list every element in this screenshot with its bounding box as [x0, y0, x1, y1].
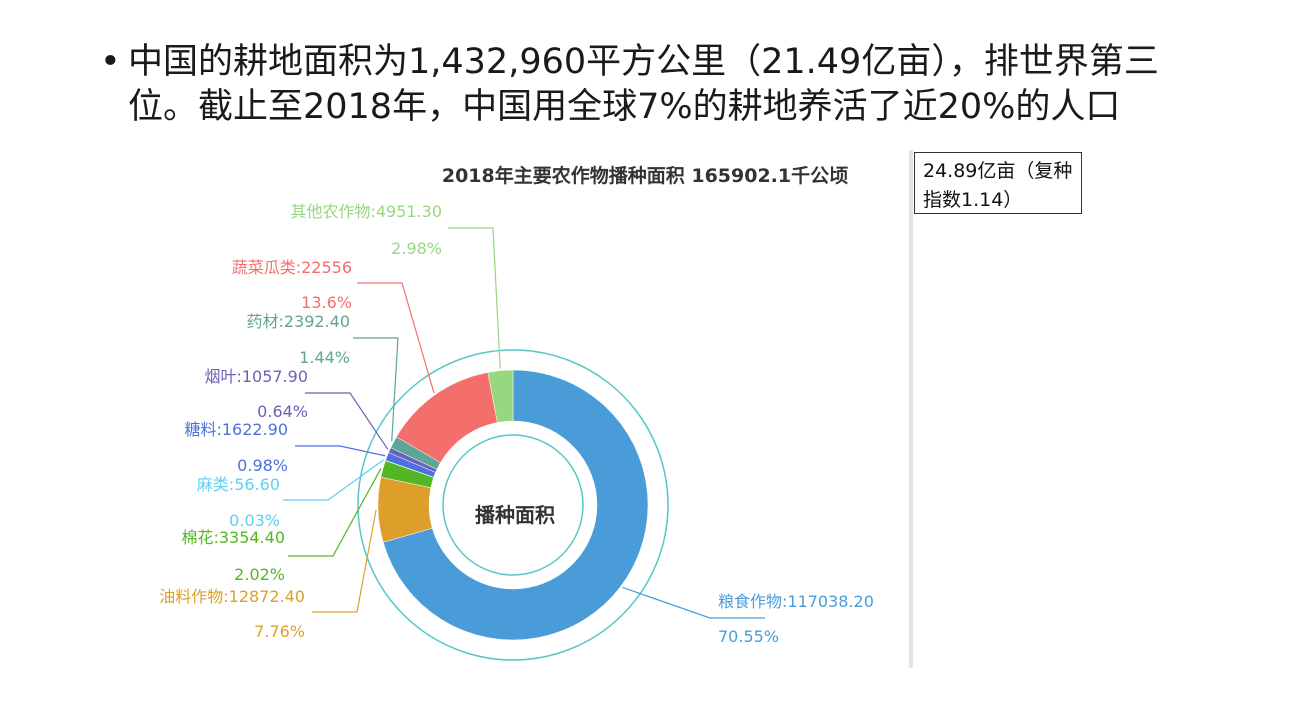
slice-percent-label-6: 1.44%: [299, 348, 350, 367]
slice-name-label-6: 药材:2392.40: [246, 312, 350, 331]
note-box: 24.89亿亩（复种指数1.14）: [914, 152, 1082, 214]
slice-percent-label-0: 70.55%: [718, 627, 779, 646]
slice-name-label-1: 油料作物:12872.40: [159, 587, 305, 606]
slice-percent-label-3: 0.03%: [229, 511, 280, 530]
slice-percent-label-2: 2.02%: [234, 565, 285, 584]
slice-percent-label-7: 13.6%: [301, 293, 352, 312]
leader-line-1: [312, 509, 377, 613]
inner-ring: [442, 434, 584, 576]
outer-ring: [357, 349, 669, 661]
leader-line-2: [288, 468, 382, 557]
bullet-symbol: •: [100, 42, 121, 82]
slice-name-label-2: 棉花:3354.40: [181, 528, 285, 547]
slice-name-label-0: 粮食作物:117038.20: [718, 592, 874, 611]
slice-percent-label-8: 2.98%: [391, 239, 442, 258]
slice-percent-label-5: 0.64%: [257, 402, 308, 421]
slice-name-label-7: 蔬菜瓜类:22556: [232, 258, 352, 277]
slice-8: [487, 369, 514, 423]
leader-line-7: [357, 282, 435, 394]
slice-percent-label-1: 7.76%: [254, 622, 305, 641]
slice-group: [377, 369, 649, 641]
slice-name-label-4: 糖料:1622.90: [184, 420, 288, 439]
center-label: 播种面积: [475, 503, 555, 527]
leader-line-3: [283, 459, 385, 501]
leader-line-8: [448, 227, 501, 369]
slice-name-label-5: 烟叶:1057.90: [204, 367, 308, 386]
leader-line-5: [305, 392, 389, 450]
slice-percent-label-4: 0.98%: [237, 456, 288, 475]
slice-name-label-3: 麻类:56.60: [197, 475, 280, 494]
chart-frame-edge: [909, 150, 913, 668]
slice-name-label-8: 其他农作物:4951.30: [290, 202, 442, 221]
chart-title: 2018年主要农作物播种面积 165902.1千公顷: [442, 164, 848, 187]
leader-line-6: [353, 337, 399, 442]
leader-line-4: [295, 445, 386, 457]
bullet-text: 中国的耕地面积为1,432,960平方公里（21.49亿亩），排世界第三位。截止…: [128, 42, 1159, 127]
label-group: 粮食作物:117038.20 70.55% 油料作物:12872.40 7.76% 棉花…: [159, 202, 874, 646]
slice-0: [382, 369, 649, 641]
leader-line-0: [622, 586, 765, 619]
